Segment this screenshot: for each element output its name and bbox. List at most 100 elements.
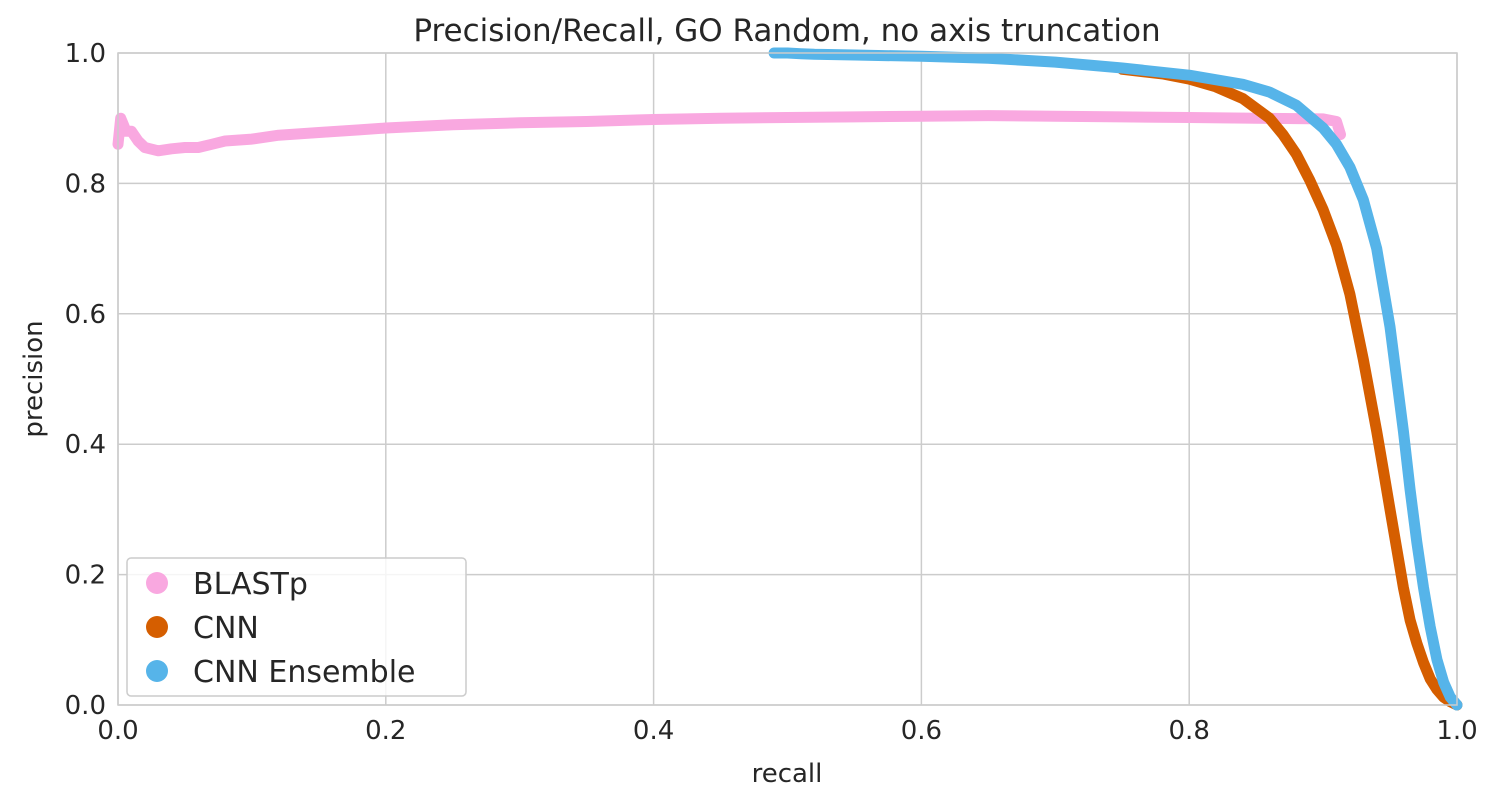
- data-point: [119, 120, 128, 129]
- legend-label: BLASTp: [193, 567, 308, 602]
- data-point: [140, 143, 149, 152]
- x-tick-label: 0.2: [365, 716, 406, 746]
- series-layer: [112, 47, 1463, 711]
- data-point: [1392, 544, 1401, 553]
- data-point: [1359, 355, 1368, 364]
- data-point: [917, 112, 926, 121]
- legend-marker: [146, 572, 168, 594]
- data-point: [1238, 94, 1247, 103]
- tick-labels: 0.0 0.2 0.4 0.6 0.8 1.0 0.0 0.2 0.4 0.6 0.8 1.0: [65, 39, 1478, 746]
- data-point: [381, 123, 390, 132]
- y-tick-label: 0.2: [65, 561, 106, 591]
- data-point: [1319, 123, 1328, 132]
- data-point: [1051, 58, 1060, 67]
- data-point: [1406, 485, 1415, 494]
- data-point: [810, 50, 819, 59]
- data-point: [716, 114, 725, 123]
- data-point: [984, 111, 993, 120]
- data-point: [1319, 205, 1328, 214]
- data-point: [167, 144, 176, 153]
- series-cnn: [1116, 63, 1463, 711]
- data-point: [850, 112, 859, 121]
- data-point: [154, 146, 163, 155]
- data-point: [1419, 583, 1428, 592]
- legend-label: CNN Ensemble: [193, 655, 415, 690]
- data-point: [1265, 88, 1274, 97]
- data-point: [1345, 163, 1354, 172]
- data-point: [1345, 290, 1354, 299]
- data-point: [1185, 71, 1194, 80]
- series-line: [1116, 63, 1463, 711]
- data-point: [1051, 112, 1060, 121]
- data-point: [1379, 466, 1388, 475]
- data-point: [1118, 63, 1127, 72]
- data-point: [180, 143, 189, 152]
- data-point: [1118, 112, 1127, 121]
- data-point: [582, 117, 591, 126]
- data-point: [1372, 244, 1381, 253]
- series-line: [112, 110, 1346, 157]
- data-point: [649, 115, 658, 124]
- data-point: [1332, 117, 1341, 126]
- x-tick-label: 1.0: [1436, 716, 1477, 746]
- data-point: [1292, 101, 1301, 110]
- data-point: [247, 135, 256, 144]
- data-point: [127, 127, 136, 136]
- data-point: [1419, 658, 1428, 667]
- data-point: [1238, 80, 1247, 89]
- data-point: [207, 140, 216, 149]
- data-point: [1265, 114, 1274, 123]
- data-point: [1426, 622, 1435, 631]
- data-point: [1406, 616, 1415, 625]
- series-line: [768, 47, 1463, 711]
- data-point: [1332, 140, 1341, 149]
- data-point: [917, 52, 926, 61]
- data-point: [1392, 375, 1401, 383]
- x-tick-label: 0.8: [1169, 716, 1210, 746]
- y-tick-label: 0.6: [65, 300, 106, 330]
- legend-label: CNN: [193, 611, 259, 646]
- data-point: [1386, 322, 1395, 331]
- x-axis-title: recall: [752, 759, 823, 789]
- data-point: [194, 143, 203, 152]
- data-point: [274, 131, 283, 140]
- data-point: [314, 128, 323, 137]
- data-point: [1412, 538, 1421, 546]
- data-point: [221, 137, 230, 146]
- y-tick-label: 0.0: [65, 691, 106, 721]
- x-tick-label: 0.4: [633, 716, 674, 746]
- legend: BLASTp CNN CNN Ensemble: [126, 557, 467, 697]
- data-point: [1292, 150, 1301, 159]
- data-point: [850, 50, 859, 59]
- data-point: [1412, 639, 1421, 648]
- data-point: [1336, 130, 1345, 139]
- legend-marker: [146, 616, 168, 638]
- chart-title: Precision/Recall, GO Random, no axis tru…: [413, 13, 1160, 49]
- data-point: [1185, 113, 1194, 122]
- plot-frame: [117, 52, 1458, 706]
- data-point: [355, 125, 364, 134]
- series-cnn-ensemble: [768, 47, 1463, 711]
- data-point: [1399, 427, 1408, 436]
- x-tick-label: 0.6: [901, 716, 942, 746]
- data-point: [1332, 241, 1341, 250]
- data-point: [448, 120, 457, 129]
- data-point: [1359, 195, 1368, 204]
- data-point: [783, 113, 792, 122]
- data-point: [1432, 655, 1441, 664]
- data-point: [1399, 583, 1408, 592]
- data-point: [1439, 678, 1448, 687]
- y-tick-label: 0.8: [65, 169, 106, 199]
- y-tick-label: 1.0: [65, 39, 106, 69]
- data-point: [1446, 693, 1455, 702]
- y-axis-title: precision: [19, 320, 49, 437]
- data-point: [1305, 176, 1314, 185]
- data-point: [984, 54, 993, 63]
- data-point: [1432, 685, 1441, 694]
- data-point: [515, 118, 524, 127]
- data-point: [134, 137, 143, 146]
- legend-box: [126, 557, 467, 697]
- data-point: [1426, 674, 1435, 683]
- x-tick-label: 0.0: [97, 716, 138, 746]
